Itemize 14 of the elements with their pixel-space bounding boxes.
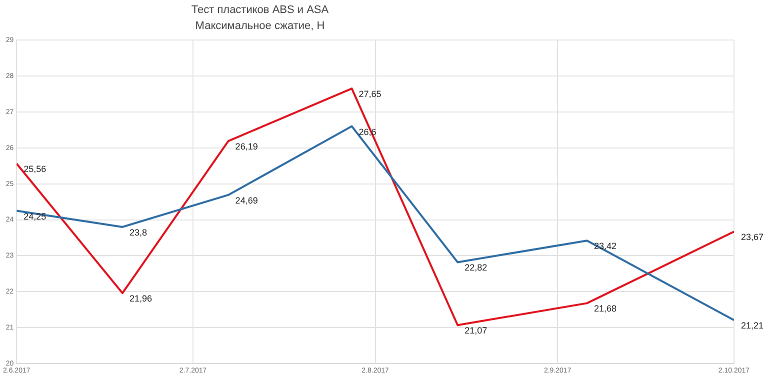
data-label: 21,96 [129, 294, 152, 304]
data-label: 27,65 [358, 89, 382, 100]
chart-subtitle: Максимальное сжатие, Н [194, 19, 326, 34]
data-label: 24,25 [24, 211, 46, 222]
data-label: 23,67 [741, 232, 764, 242]
data-label: 21,07 [464, 326, 488, 336]
data-label: 26,19 [235, 142, 258, 152]
data-label: 21,21 [741, 320, 764, 331]
data-label: 25,56 [24, 164, 46, 174]
data-label: 21,68 [594, 304, 617, 314]
chart-title: Тест пластиков ABS и ASA [190, 3, 330, 18]
data-label: 22,82 [464, 262, 488, 273]
data-label: 24,69 [235, 195, 258, 206]
data-label: 23,8 [129, 227, 147, 238]
